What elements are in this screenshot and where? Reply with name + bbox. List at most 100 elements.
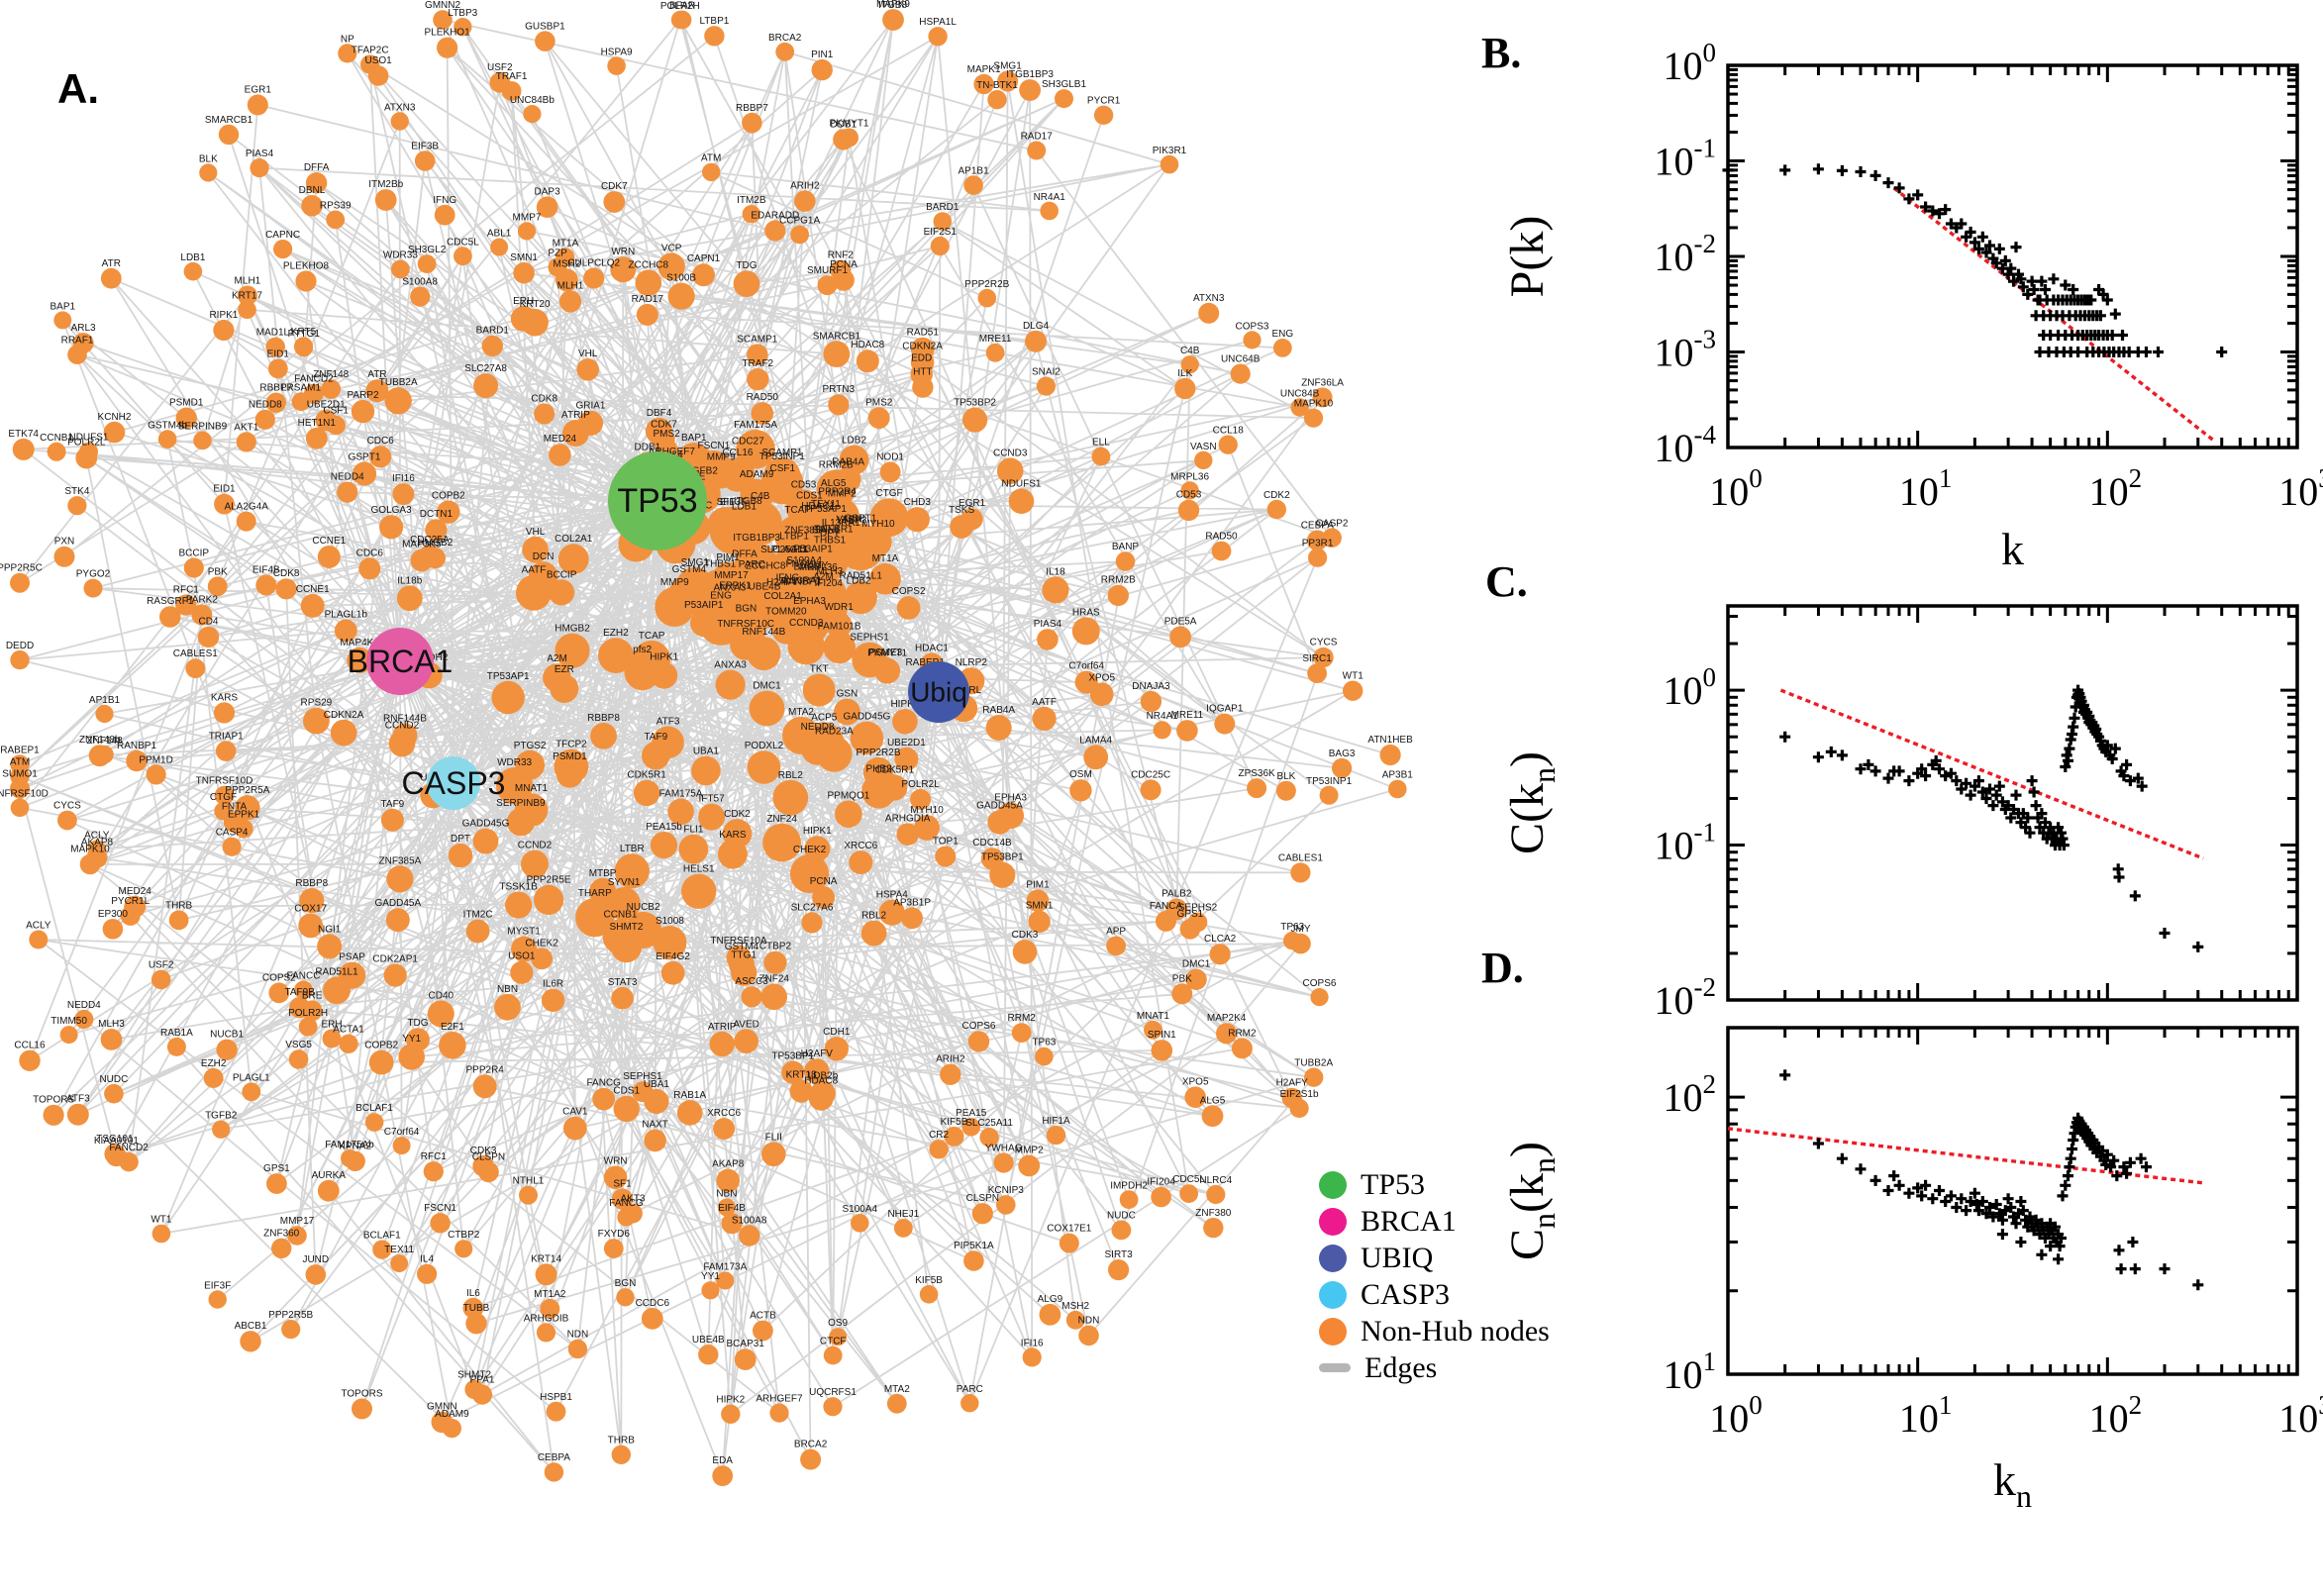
node-label: IMPDH2 bbox=[1110, 1180, 1148, 1191]
network-node bbox=[734, 1348, 757, 1370]
network-node bbox=[753, 1320, 773, 1342]
network-node bbox=[473, 373, 499, 399]
node-label: ABCB1 bbox=[235, 1321, 267, 1332]
network-node bbox=[651, 661, 678, 689]
node-label: ILK bbox=[1177, 368, 1192, 379]
node-label: RASGRF1 bbox=[147, 596, 194, 607]
node-label: RAB4A bbox=[982, 705, 1015, 716]
network-node bbox=[1206, 1184, 1226, 1205]
node-label: DPT bbox=[451, 834, 470, 845]
node-label: FXYD6 bbox=[598, 1229, 631, 1240]
network-node bbox=[511, 936, 538, 962]
network-node bbox=[603, 1165, 628, 1190]
node-label: PCNA bbox=[810, 876, 838, 887]
node-label: PSAP bbox=[339, 952, 365, 963]
y-tick-labels: 102 101 bbox=[1664, 1069, 1717, 1397]
network-legend: TP53 BRCA1 UBIQ CASP3 Non-Hub nodes Edge… bbox=[1319, 1166, 1550, 1386]
network-node bbox=[896, 823, 919, 846]
network-node bbox=[193, 431, 212, 450]
network-node bbox=[1032, 706, 1057, 732]
network-node bbox=[534, 884, 564, 916]
network-node bbox=[1012, 940, 1038, 964]
node-label: CDC25C bbox=[1131, 769, 1170, 780]
node-label: LDB2 bbox=[842, 436, 866, 447]
network-node bbox=[709, 592, 751, 635]
node-label: CYCS bbox=[1310, 638, 1338, 648]
network-node bbox=[369, 446, 392, 468]
network-node bbox=[523, 105, 542, 124]
node-label: CDC5L bbox=[447, 237, 479, 248]
x-tick-labels: 100 101 102 103 bbox=[1709, 463, 2323, 514]
network-node bbox=[1308, 548, 1328, 567]
node-label: LTBP3 bbox=[838, 515, 867, 526]
node-label: LTBR bbox=[620, 844, 645, 854]
node-label: PIM1 bbox=[716, 552, 740, 563]
network-node bbox=[844, 580, 877, 615]
network-node bbox=[491, 680, 525, 715]
node-label: PHB2 bbox=[866, 764, 893, 775]
node-label: MTA2 bbox=[884, 1384, 910, 1395]
node-label: TNFRSF10D bbox=[196, 776, 253, 787]
node-label: RBBP7 bbox=[736, 103, 768, 114]
network-node bbox=[1036, 376, 1056, 396]
network-node bbox=[417, 1263, 438, 1284]
node-label: CDH1 bbox=[823, 1027, 851, 1038]
node-label: CDK2 bbox=[724, 809, 751, 820]
scatter-points bbox=[1722, 163, 2228, 357]
node-label: RABEP1 bbox=[0, 745, 40, 755]
node-label: SEPHS1 bbox=[850, 633, 889, 644]
node-label: ENG bbox=[1271, 329, 1293, 340]
network-node bbox=[805, 509, 847, 550]
network-node bbox=[197, 626, 220, 648]
node-label: ATR bbox=[102, 258, 121, 269]
svg-text:102: 102 bbox=[2089, 1390, 2143, 1441]
node-label: CCND3 bbox=[993, 448, 1028, 458]
network-node bbox=[352, 1398, 372, 1420]
network-node bbox=[761, 1142, 786, 1166]
node-label: YWHAG bbox=[985, 1143, 1023, 1153]
network-node bbox=[1144, 1020, 1162, 1040]
network-node bbox=[590, 723, 617, 749]
node-label: PARC bbox=[957, 1384, 983, 1395]
node-label: CEBPA bbox=[1301, 521, 1334, 532]
node-label: IFNG bbox=[775, 573, 799, 584]
node-label: TSG101 bbox=[96, 1134, 134, 1145]
node-label: SLC25A11 bbox=[760, 545, 808, 555]
network-node bbox=[541, 988, 565, 1012]
network-node bbox=[611, 1188, 634, 1210]
network-node bbox=[834, 698, 860, 726]
node-label: UBE2D1 bbox=[307, 400, 346, 411]
node-label: COX17E1 bbox=[1047, 1224, 1091, 1235]
nonhub-dot-icon bbox=[1319, 1317, 1347, 1346]
node-label: CAPNC bbox=[265, 230, 300, 241]
network-node bbox=[305, 1264, 327, 1285]
node-label: COPS2 bbox=[262, 973, 296, 984]
panel-a-label: A. bbox=[57, 65, 99, 112]
network-node bbox=[1201, 1105, 1224, 1128]
node-label: HSPA1L bbox=[919, 17, 957, 28]
node-label: IFI16 bbox=[1021, 1338, 1044, 1348]
network-node bbox=[183, 557, 204, 578]
node-label: EIF4G2 bbox=[656, 951, 690, 962]
node-label: SCAMP1 bbox=[761, 448, 803, 458]
node-label: CCNB1 bbox=[604, 909, 638, 920]
node-label: EDARADD bbox=[751, 210, 799, 221]
network-node bbox=[1108, 1259, 1130, 1281]
node-label: WT1 bbox=[151, 1215, 172, 1226]
node-label: IFI204 bbox=[815, 578, 844, 589]
network-node bbox=[303, 707, 330, 735]
node-label: PIK3R1 bbox=[1153, 146, 1187, 156]
network-node bbox=[698, 803, 726, 831]
svg-text:10-3: 10-3 bbox=[1655, 325, 1717, 375]
node-label: MRPL36 bbox=[799, 562, 838, 573]
hub-node-brca1: BRCA1 bbox=[348, 628, 453, 695]
network-node bbox=[322, 1029, 342, 1048]
panel-c-label: C. bbox=[1485, 557, 1528, 606]
network-node bbox=[1198, 302, 1220, 324]
network-node bbox=[191, 604, 213, 626]
node-label: SLC27A8 bbox=[464, 363, 507, 374]
network-node bbox=[100, 1029, 123, 1050]
node-label: MRE11 bbox=[979, 334, 1012, 345]
node-label: ELL bbox=[1092, 438, 1110, 449]
node-label: ANXA3 bbox=[714, 660, 747, 671]
